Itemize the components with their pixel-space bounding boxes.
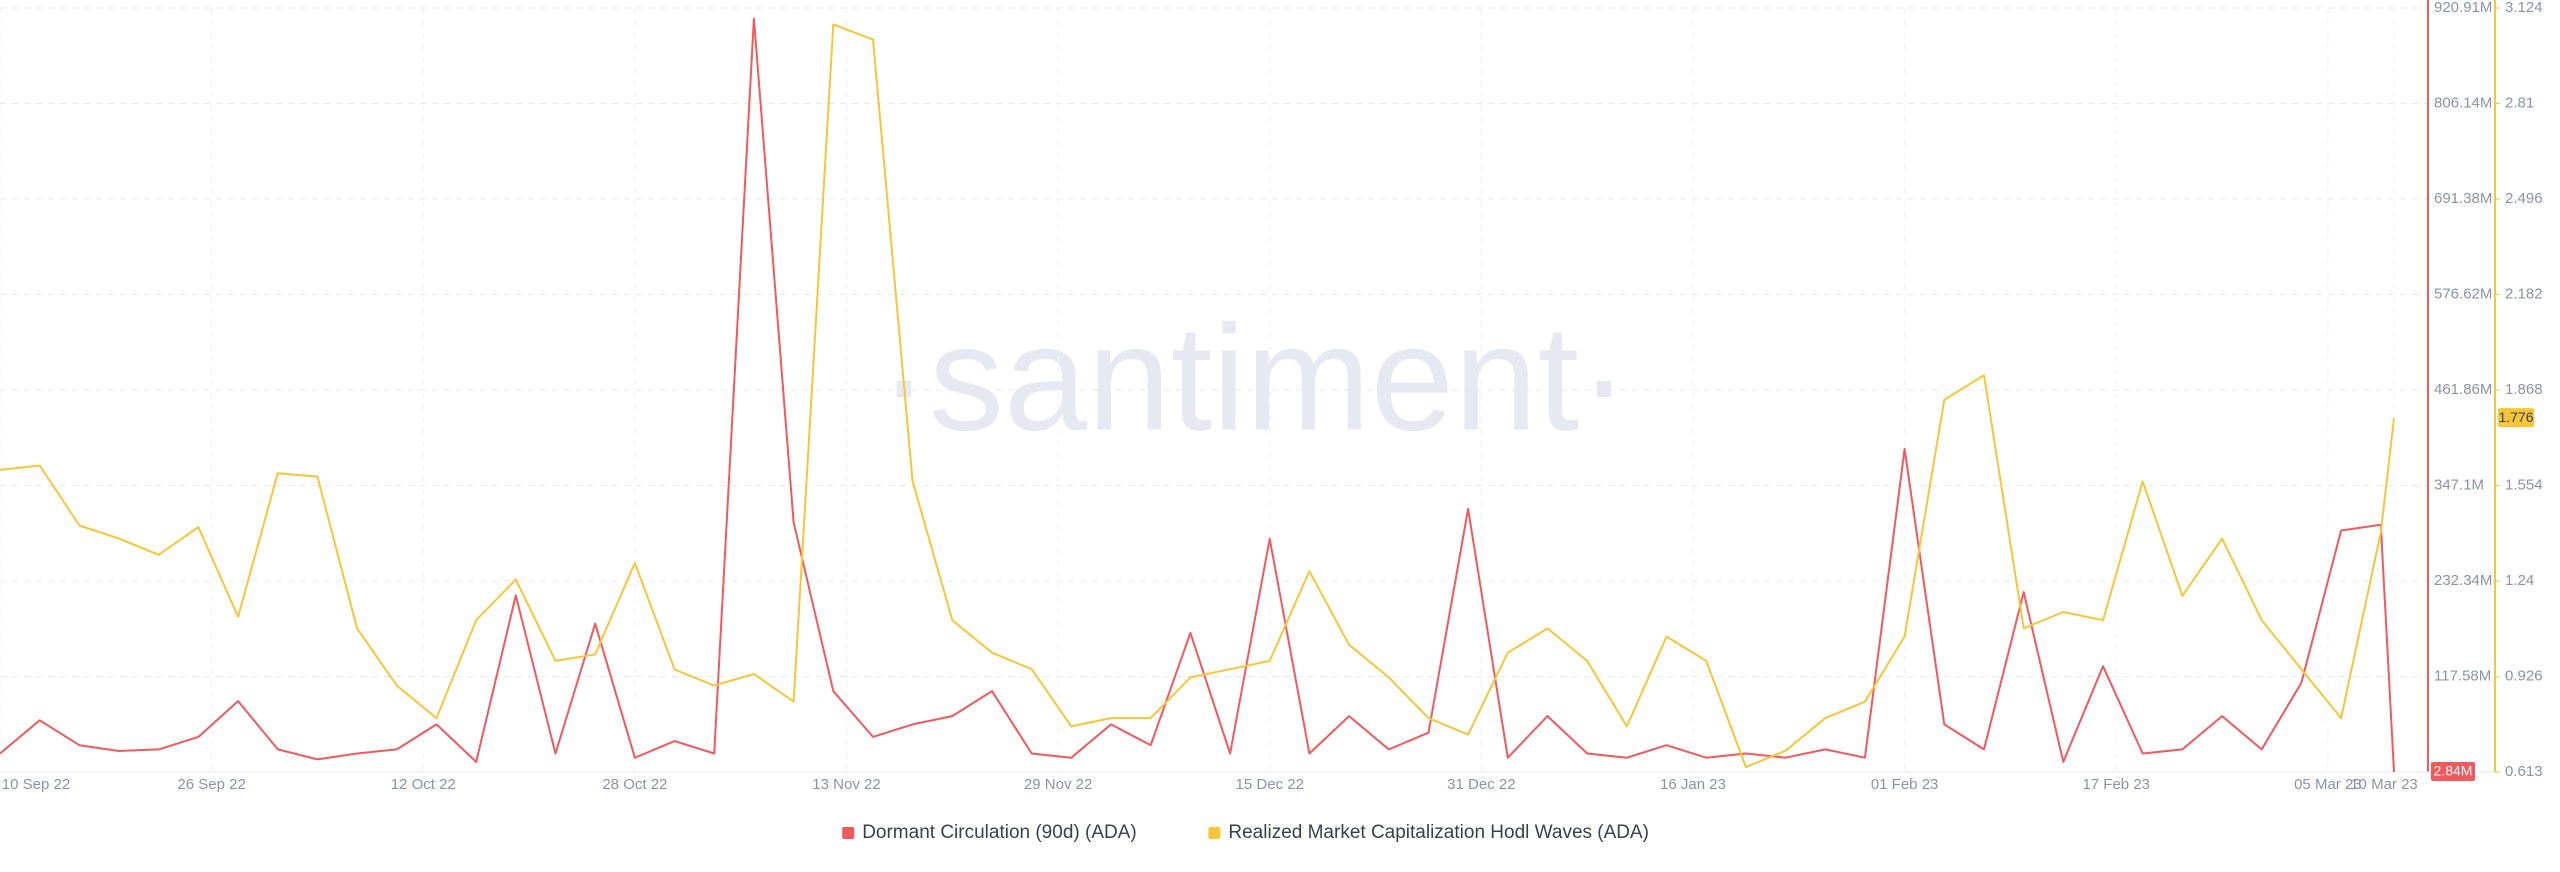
x-tick-label: 16 Jan 23 [1660,776,1726,793]
y2-tick-label: 3.124 [2505,0,2543,16]
y-tick-label: 691.38M [2434,190,2492,207]
y2-tick-label: 1.24 [2505,572,2534,589]
y2-tick-label: 1.554 [2505,477,2543,494]
y2-tick-label: 2.496 [2505,190,2543,207]
legend-swatch [1208,827,1221,839]
y2-tick-label: 0.926 [2505,668,2543,685]
y-tick-label: 461.86M [2434,381,2492,398]
x-tick-label: 28 Oct 22 [602,776,667,793]
legend-label: Realized Market Capitalization Hodl Wave… [1228,822,1649,843]
y2-tick-label: 0.613 [2505,763,2543,780]
y2-tick-label: 1.868 [2505,381,2543,398]
series-line [0,23,2395,769]
y-tick-label: 920.91M [2434,0,2492,16]
value-label: 1.776 [2498,409,2533,425]
value-badge [2498,408,2534,428]
x-tick-label: 12 Oct 22 [391,776,456,793]
legend-swatch [842,827,855,839]
y2-tick-label: 2.81 [2505,95,2534,112]
value-badge [2431,761,2475,781]
series-line [0,17,2395,773]
x-tick-label: 10 Mar 23 [2350,776,2418,793]
y-tick-label: 347.1M [2434,476,2484,493]
x-tick-label: 05 Mar 23 [2294,776,2362,793]
x-tick-label: 01 Feb 23 [1871,776,1939,793]
x-tick-label: 31 Dec 22 [1447,776,1515,793]
y-tick-label: 232.34M [2434,572,2492,589]
y-tick-label: 576.62M [2434,285,2492,302]
x-tick-label: 13 Nov 22 [812,776,880,793]
x-tick-label: 29 Nov 22 [1024,776,1092,793]
y-tick-label: 117.58M [2434,667,2491,684]
x-tick-label: 15 Dec 22 [1236,776,1304,793]
legend-label: Dormant Circulation (90d) (ADA) [862,822,1137,843]
x-tick-label: 17 Feb 23 [2082,776,2150,793]
value-label: 2.84M [2434,763,2473,779]
watermark: ·santiment· [879,294,1629,462]
y2-tick-label: 2.182 [2505,286,2543,303]
x-tick-label: 26 Sep 22 [177,776,245,793]
x-tick-label: 10 Sep 22 [2,776,70,793]
y-tick-label: 806.14M [2434,94,2492,111]
